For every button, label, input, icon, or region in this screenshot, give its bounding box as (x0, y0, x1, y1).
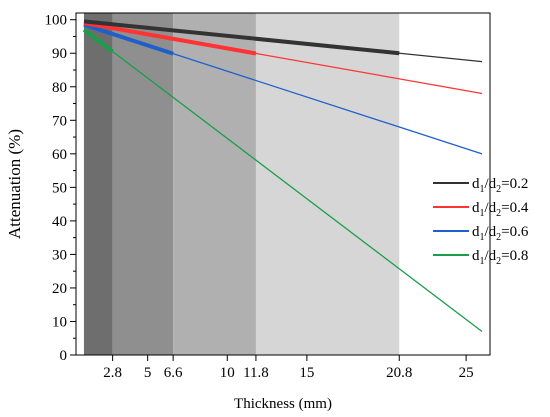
y-tick-label: 80 (52, 80, 67, 96)
x-tick-label: 2.8 (103, 365, 122, 381)
y-tick-label: 60 (52, 147, 67, 163)
shaded-region-2 (173, 13, 256, 355)
y-tick-label: 70 (52, 113, 67, 129)
shaded-region-3 (255, 13, 400, 355)
legend-label-2: d1/d2=0.6 (472, 224, 529, 243)
plot-frame (75, 12, 491, 356)
y-axis-title: Attenuation (%) (5, 129, 24, 239)
shaded-region-1 (112, 13, 174, 355)
x-axis-ticks: 2.8 5 6.6 10 11.8 15 20.8 25 (103, 355, 474, 381)
x-tick-label: 25 (459, 365, 474, 381)
y-tick-label: 100 (45, 13, 68, 29)
series-lines (82, 19, 483, 333)
y-tick-label: 10 (52, 314, 67, 330)
legend: d1/d2=0.2 d1/d2=0.4 d1/d2=0.6 d1/d2=0.8 (433, 176, 529, 267)
y-tick-label: 20 (52, 281, 67, 297)
x-axis-title: Thickness (mm) (234, 396, 332, 412)
x-tick-label: 5 (144, 365, 152, 381)
y-tick-label: 90 (52, 46, 67, 62)
series-highlight-0 (83, 19, 400, 56)
legend-label-0: d1/d2=0.2 (472, 176, 528, 195)
legend-label-3: d1/d2=0.8 (472, 248, 528, 267)
series-highlight-1 (83, 21, 257, 56)
y-tick-label: 40 (52, 214, 67, 230)
shaded-region-0 (83, 13, 113, 355)
shaded-regions (83, 13, 400, 355)
x-tick-label: 11.8 (243, 365, 269, 381)
series-line-3 (83, 29, 483, 333)
x-tick-label: 10 (220, 365, 235, 381)
y-tick-label: 0 (60, 348, 68, 364)
y-tick-label: 50 (52, 180, 67, 196)
legend-label-1: d1/d2=0.4 (472, 200, 529, 219)
x-tick-label: 15 (299, 365, 314, 381)
y-tick-label: 30 (52, 247, 67, 263)
x-tick-label: 6.6 (164, 365, 183, 381)
series-highlight-2 (83, 22, 174, 56)
series-highlight-3 (82, 28, 114, 54)
x-tick-label: 20.8 (386, 365, 412, 381)
y-axis-ticks: 0 10 20 30 40 50 60 70 80 90 100 (45, 13, 76, 364)
